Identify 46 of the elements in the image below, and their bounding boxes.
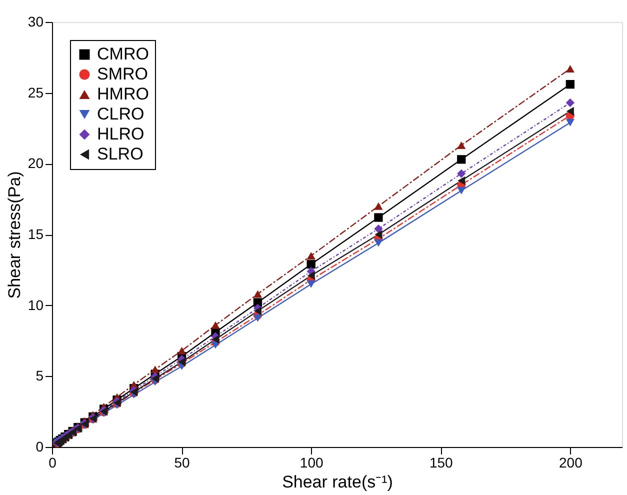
point (374, 224, 383, 234)
point (566, 118, 575, 126)
point (457, 169, 466, 178)
point (374, 202, 383, 210)
x-axis-title: Shear rate(s⁻¹) (282, 472, 393, 492)
point (253, 290, 262, 298)
y-tick-label: 25 (28, 84, 44, 100)
legend-label: SLRO (97, 144, 144, 164)
y-tick-label: 0 (36, 438, 44, 454)
point (307, 271, 315, 280)
legend-label: HLRO (97, 124, 144, 144)
y-axis-title: Shear stress(Pa) (4, 171, 24, 299)
y-tick-label: 15 (28, 226, 44, 242)
x-tick-label: 150 (429, 454, 454, 470)
legend-label: CMRO (97, 44, 149, 64)
point (306, 260, 316, 269)
point (566, 106, 574, 116)
point (254, 306, 262, 316)
x-tick-label: 100 (300, 454, 324, 470)
point (177, 346, 186, 354)
point (374, 239, 383, 247)
x-tick-label: 200 (559, 454, 583, 470)
y-tick-label: 5 (36, 368, 44, 384)
point (566, 65, 575, 72)
point (457, 155, 466, 164)
point (458, 176, 466, 185)
y-tick-label: 10 (28, 296, 44, 313)
legend-label: CLRO (97, 104, 144, 124)
y-tick-label: 30 (28, 14, 44, 30)
x-tick-label: 0 (48, 454, 57, 470)
point (212, 335, 220, 344)
point (566, 80, 575, 89)
point (253, 314, 262, 322)
point (306, 252, 316, 260)
point (374, 213, 383, 222)
point (457, 186, 466, 194)
x-tick-label: 50 (174, 454, 190, 470)
point (211, 321, 220, 329)
legend-label: HMRO (97, 84, 149, 104)
legend-label: SMRO (97, 64, 148, 84)
point (457, 142, 466, 149)
y-tick-label: 20 (28, 155, 44, 172)
point (566, 98, 575, 108)
point (306, 280, 316, 288)
point (150, 366, 160, 374)
point (374, 230, 382, 239)
